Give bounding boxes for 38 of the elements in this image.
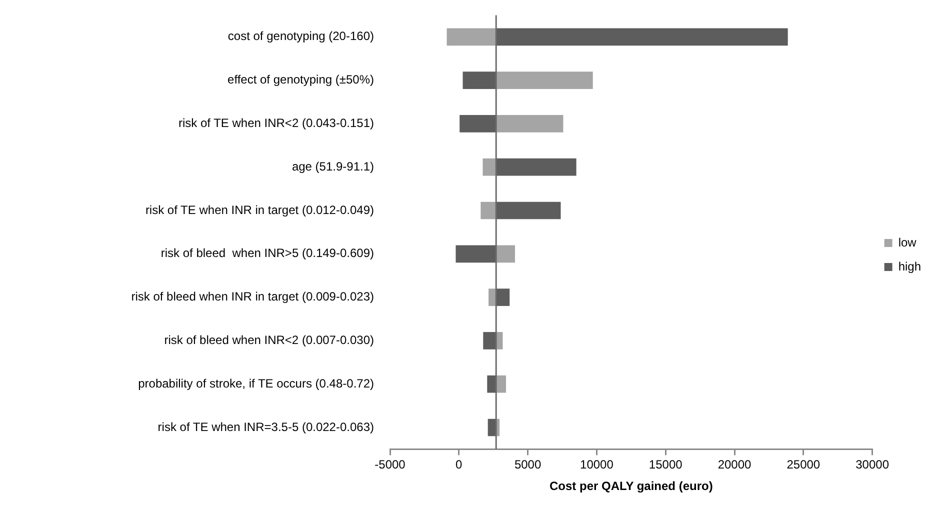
y-tick-label: risk of TE when INR=3.5-5 (0.022-0.063) (158, 420, 374, 434)
bar (496, 28, 788, 46)
x-tick-label: 25000 (786, 458, 820, 472)
y-tick-label: effect of genotyping (±50%) (228, 72, 374, 87)
x-tick-label: 5000 (514, 458, 542, 472)
bar (496, 202, 561, 220)
bar (496, 288, 510, 306)
bar (488, 288, 496, 306)
y-tick-label: risk of bleed when INR in target (0.009-0.023) (131, 290, 374, 304)
bar (456, 245, 496, 263)
bar (480, 202, 496, 220)
x-tick-label: 0 (456, 458, 463, 472)
bar (496, 72, 593, 89)
x-tick-label: -5000 (374, 458, 406, 472)
x-tick-label: 15000 (648, 458, 683, 472)
y-tick-label: risk of TE when INR in target (0.012-0.049) (145, 202, 374, 217)
y-tick-label: risk of bleed when INR>5 (0.149-0.609) (160, 246, 374, 260)
bar (483, 332, 496, 350)
legend-label: low (898, 235, 917, 250)
bar (462, 72, 496, 89)
bar (482, 158, 496, 176)
bar (460, 115, 496, 132)
bar (496, 375, 506, 393)
y-tick-label: age (51.9-91.1) (292, 159, 374, 174)
y-tick-label: probability of stroke, if TE occurs (0.48-0.72) (138, 376, 374, 390)
legend-label: high (898, 259, 921, 274)
y-tick-label: risk of bleed when INR<2 (0.007-0.030) (164, 333, 374, 348)
x-tick-label: 10000 (580, 458, 614, 472)
bar (496, 115, 564, 132)
y-tick-label: cost of genotyping (20-160) (228, 29, 374, 44)
bar (487, 375, 496, 393)
bar (496, 245, 515, 263)
bar (446, 28, 496, 46)
x-axis-title: Cost per QALY gained (euro) (549, 479, 713, 494)
x-tick-label: 30000 (856, 458, 890, 472)
bar (496, 158, 576, 176)
x-tick-label: 20000 (718, 458, 752, 472)
y-tick-label: risk of TE when INR<2 (0.043-0.151) (178, 116, 374, 130)
